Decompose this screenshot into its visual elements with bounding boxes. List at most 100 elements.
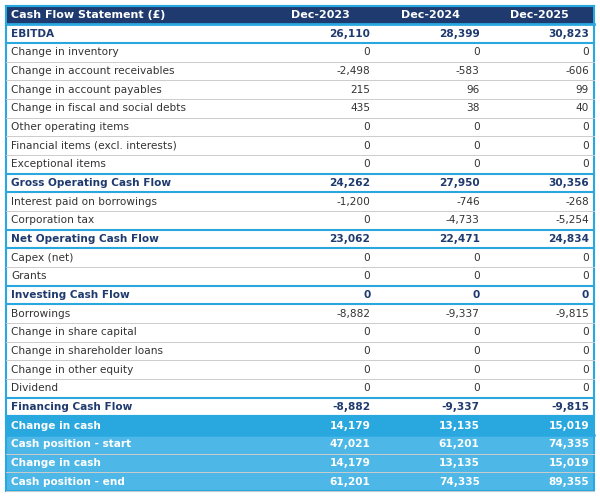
Text: 0: 0 xyxy=(363,290,370,300)
Text: 24,262: 24,262 xyxy=(329,178,370,188)
Text: 0: 0 xyxy=(364,47,370,57)
Text: 24,834: 24,834 xyxy=(548,234,589,244)
Bar xyxy=(266,118,376,136)
Bar xyxy=(266,416,376,435)
Text: -9,337: -9,337 xyxy=(442,402,479,412)
Text: 13,135: 13,135 xyxy=(439,458,479,468)
Bar xyxy=(485,173,594,192)
Text: 0: 0 xyxy=(473,346,479,356)
Bar xyxy=(485,360,594,379)
Text: Dividend: Dividend xyxy=(11,383,58,393)
Text: Change in share capital: Change in share capital xyxy=(11,328,137,337)
Bar xyxy=(376,341,485,360)
Text: 0: 0 xyxy=(364,328,370,337)
Bar xyxy=(266,62,376,81)
Bar xyxy=(266,230,376,248)
Text: 15,019: 15,019 xyxy=(548,420,589,431)
Text: 14,179: 14,179 xyxy=(329,458,370,468)
Bar xyxy=(6,230,266,248)
Bar xyxy=(376,211,485,230)
Bar xyxy=(266,136,376,155)
Text: 0: 0 xyxy=(582,122,589,132)
Bar xyxy=(266,99,376,118)
Text: Borrowings: Borrowings xyxy=(11,309,70,319)
Text: 0: 0 xyxy=(582,141,589,151)
Bar xyxy=(485,472,594,491)
Bar xyxy=(485,230,594,248)
Text: Dec-2023: Dec-2023 xyxy=(292,10,350,20)
Text: 15,019: 15,019 xyxy=(548,458,589,468)
Bar xyxy=(6,6,266,24)
Bar xyxy=(376,155,485,173)
Text: 0: 0 xyxy=(473,328,479,337)
Bar xyxy=(266,286,376,304)
Text: Change in inventory: Change in inventory xyxy=(11,47,119,57)
Text: 61,201: 61,201 xyxy=(329,477,370,487)
Text: 0: 0 xyxy=(364,383,370,393)
Bar xyxy=(376,435,485,454)
Bar xyxy=(376,81,485,99)
Bar xyxy=(485,81,594,99)
Bar xyxy=(376,304,485,323)
Text: 30,823: 30,823 xyxy=(548,29,589,39)
Text: Cash position - start: Cash position - start xyxy=(11,439,131,449)
Bar xyxy=(6,211,266,230)
Text: -268: -268 xyxy=(565,197,589,207)
Bar xyxy=(485,62,594,81)
Text: 0: 0 xyxy=(582,365,589,375)
Bar xyxy=(266,155,376,173)
Bar xyxy=(266,398,376,416)
Bar xyxy=(266,192,376,211)
Text: Exceptional items: Exceptional items xyxy=(11,160,106,169)
Text: Cash position - end: Cash position - end xyxy=(11,477,125,487)
Text: 0: 0 xyxy=(582,47,589,57)
Text: Investing Cash Flow: Investing Cash Flow xyxy=(11,290,130,300)
Bar xyxy=(266,341,376,360)
Bar xyxy=(485,323,594,341)
Bar xyxy=(6,192,266,211)
Bar xyxy=(6,136,266,155)
Text: 0: 0 xyxy=(364,141,370,151)
Bar xyxy=(485,416,594,435)
Bar xyxy=(266,454,376,472)
Bar xyxy=(266,6,376,24)
Text: 0: 0 xyxy=(364,160,370,169)
Text: Change in shareholder loans: Change in shareholder loans xyxy=(11,346,163,356)
Text: 0: 0 xyxy=(582,328,589,337)
Bar xyxy=(6,472,266,491)
Text: Change in account payables: Change in account payables xyxy=(11,84,162,94)
Text: Dec-2024: Dec-2024 xyxy=(401,10,460,20)
Text: -9,337: -9,337 xyxy=(446,309,479,319)
Text: -8,882: -8,882 xyxy=(337,309,370,319)
Bar xyxy=(6,416,266,435)
Bar xyxy=(376,360,485,379)
Bar xyxy=(6,454,266,472)
Text: -606: -606 xyxy=(565,66,589,76)
Bar xyxy=(266,360,376,379)
Bar xyxy=(376,62,485,81)
Text: 0: 0 xyxy=(473,271,479,281)
Bar xyxy=(485,155,594,173)
Text: Financial items (excl. interests): Financial items (excl. interests) xyxy=(11,141,177,151)
Text: 0: 0 xyxy=(472,290,479,300)
Bar xyxy=(376,24,485,43)
Bar xyxy=(376,398,485,416)
Text: EBITDA: EBITDA xyxy=(11,29,54,39)
Text: -746: -746 xyxy=(456,197,479,207)
Text: 99: 99 xyxy=(576,84,589,94)
Text: Change in fiscal and social debts: Change in fiscal and social debts xyxy=(11,103,186,113)
Bar xyxy=(376,192,485,211)
Bar xyxy=(6,267,266,286)
Text: 14,179: 14,179 xyxy=(329,420,370,431)
Text: 23,062: 23,062 xyxy=(329,234,370,244)
Text: 0: 0 xyxy=(364,365,370,375)
Text: -583: -583 xyxy=(456,66,479,76)
Text: 0: 0 xyxy=(364,122,370,132)
Bar xyxy=(376,118,485,136)
Bar xyxy=(376,230,485,248)
Bar xyxy=(6,286,266,304)
Text: Cash Flow Statement (£): Cash Flow Statement (£) xyxy=(11,10,166,20)
Bar xyxy=(485,379,594,398)
Bar xyxy=(266,81,376,99)
Text: 0: 0 xyxy=(473,252,479,262)
